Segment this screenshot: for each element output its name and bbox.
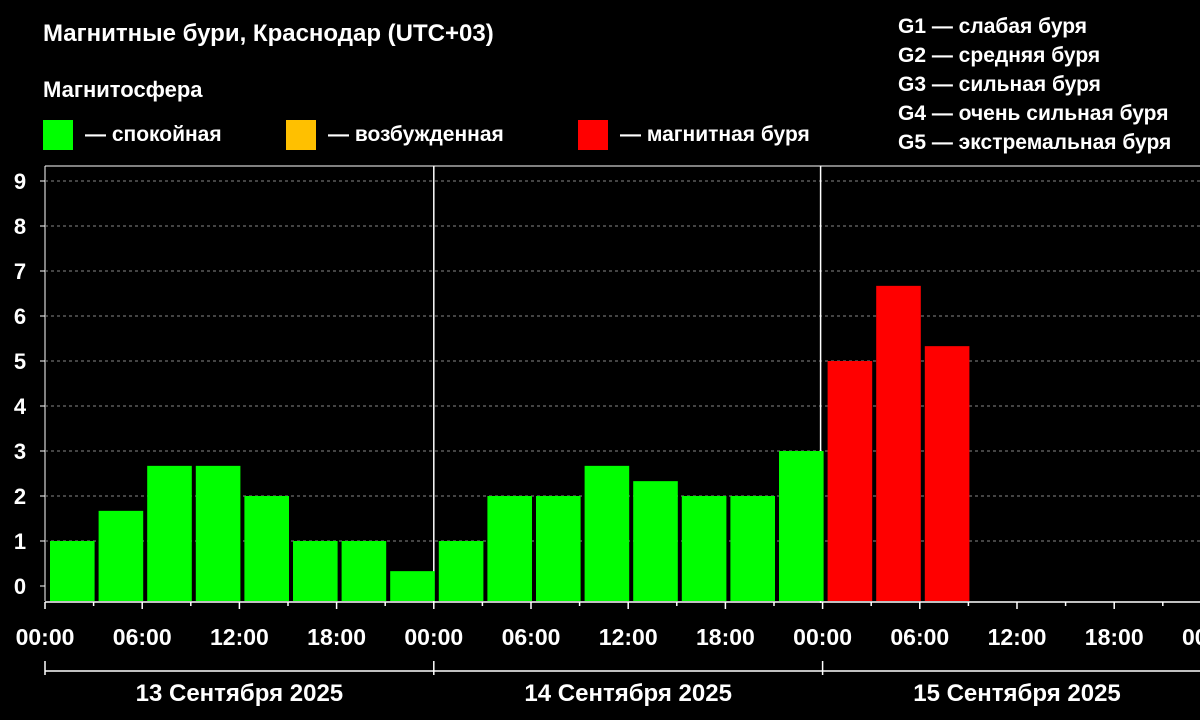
- day-label: 15 Сентября 2025: [913, 680, 1121, 707]
- legend-swatch-calm: [43, 120, 73, 150]
- x-tick-label: 12:00: [599, 624, 658, 650]
- day-label: 14 Сентября 2025: [524, 680, 732, 707]
- legend-label-excited: — возбужденная: [328, 123, 504, 146]
- kp-bar: [681, 496, 727, 601]
- x-tick-label: 00:00: [404, 624, 463, 650]
- kp-bar: [244, 496, 289, 601]
- x-tick-label: 00:00: [16, 624, 75, 650]
- x-tick-label: 06:00: [113, 624, 172, 650]
- y-tick-label: 5: [14, 349, 26, 374]
- g-scale-item-g1: G1 — слабая буря: [898, 15, 1088, 38]
- g-scale-item-g4: G4 — очень сильная буря: [898, 102, 1169, 125]
- y-tick-label: 3: [14, 439, 26, 464]
- kp-bar: [195, 465, 241, 601]
- x-tick-label: 00:00: [1182, 624, 1200, 650]
- legend-swatch-excited: [286, 120, 316, 150]
- x-tick-label: 00:00: [793, 624, 852, 650]
- y-tick-label: 9: [14, 169, 26, 194]
- legend-item-calm: — спокойная: [43, 120, 222, 150]
- y-tick-label: 1: [14, 529, 26, 554]
- kp-bar: [293, 541, 338, 601]
- kp-bar: [924, 346, 970, 601]
- x-tick-label: 18:00: [307, 624, 366, 650]
- kp-bar: [390, 571, 435, 601]
- y-tick-label: 6: [14, 304, 26, 329]
- kp-bar: [98, 510, 144, 601]
- g-scale-item-g5: G5 — экстремальная буря: [898, 131, 1172, 154]
- g-scale-legend: G1 — слабая буря G2 — средняя буря G3 — …: [898, 12, 1171, 157]
- kp-bar: [536, 496, 581, 601]
- kp-bar: [438, 541, 484, 601]
- x-tick-label: 12:00: [988, 624, 1047, 650]
- x-tick-label: 12:00: [210, 624, 269, 650]
- y-tick-label: 7: [14, 259, 26, 284]
- legend-item-storm: — магнитная буря: [578, 120, 810, 150]
- kp-bar: [876, 285, 921, 601]
- kp-bar: [341, 541, 387, 601]
- y-tick-label: 0: [14, 574, 26, 599]
- legend-item-excited: — возбужденная: [286, 120, 504, 150]
- x-tick-label: 18:00: [1085, 624, 1144, 650]
- kp-bar: [633, 481, 678, 601]
- day-label: 13 Сентября 2025: [136, 680, 344, 707]
- g-scale-item-g3: G3 — сильная буря: [898, 73, 1101, 96]
- legend-label-calm: — спокойная: [85, 123, 222, 146]
- x-tick-label: 18:00: [696, 624, 755, 650]
- kp-bar: [50, 541, 95, 601]
- kp-bar: [779, 451, 824, 601]
- kp-bar: [147, 465, 192, 601]
- kp-bar: [584, 465, 630, 601]
- g-scale-item-g2: G2 — средняя буря: [898, 44, 1101, 67]
- kp-bar: [487, 496, 532, 601]
- y-tick-label: 4: [14, 394, 27, 419]
- kp-bar: [730, 496, 775, 601]
- kp-bar: [827, 361, 873, 601]
- y-tick-label: 8: [14, 214, 26, 239]
- x-tick-label: 06:00: [502, 624, 561, 650]
- x-tick-label: 06:00: [890, 624, 949, 650]
- y-tick-label: 2: [14, 484, 26, 509]
- magnetosphere-label: Магнитосфера: [43, 77, 203, 102]
- legend-swatch-storm: [578, 120, 608, 150]
- chart-title: Магнитные бури, Краснодар (UTC+03): [43, 20, 494, 47]
- legend-label-storm: — магнитная буря: [620, 123, 810, 146]
